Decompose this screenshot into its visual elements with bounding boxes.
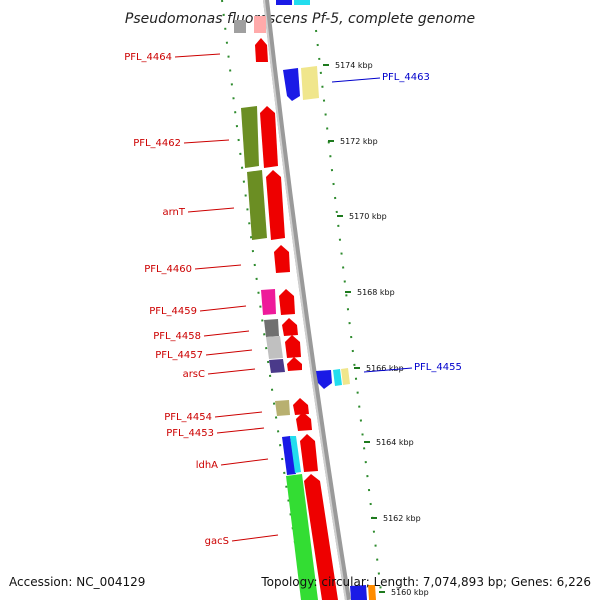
genome-backbone-highlight xyxy=(263,0,347,600)
label-leader-line xyxy=(214,411,263,418)
label-leader-line xyxy=(183,139,230,144)
gene-arrow-pfl4464[interactable] xyxy=(255,38,268,62)
kbp-tick-label: 5166 kbp xyxy=(366,364,404,373)
kbp-tick-label: 5164 kbp xyxy=(376,438,414,447)
gene-block-ldha-b[interactable] xyxy=(290,436,301,473)
gene-block[interactable] xyxy=(254,16,266,33)
gene-arrow-pfl4454[interactable] xyxy=(293,398,309,415)
left-track-guide xyxy=(221,0,305,600)
gene-arrow-pfl4453[interactable] xyxy=(296,412,312,431)
kbp-tick-label: 5170 kbp xyxy=(349,212,387,221)
gene-block-pfl4455-a[interactable] xyxy=(333,369,342,386)
gene-arrow-arsc[interactable] xyxy=(287,357,302,371)
gene-arrow-pfl4460[interactable] xyxy=(274,245,290,273)
label-leader-line xyxy=(220,458,269,466)
gene-label-pfl4460[interactable]: PFL_4460 xyxy=(144,264,192,275)
gene-block-pfl4462-a[interactable] xyxy=(241,106,259,168)
kbp-tick-label: 5162 kbp xyxy=(383,514,421,523)
gene-block[interactable] xyxy=(350,585,367,600)
right-labels: PFL_4463 PFL_4455 xyxy=(382,72,462,373)
label-leader-line xyxy=(203,330,250,337)
gene-block-pfl4454[interactable] xyxy=(275,400,290,416)
gene-arrow-arnt[interactable] xyxy=(266,170,285,240)
gene-arrow-pfl4459[interactable] xyxy=(279,289,295,315)
accession-text: Accession: NC_004129 xyxy=(9,575,145,589)
gene-arrow-ldha[interactable] xyxy=(300,434,318,472)
gene-block-pfl4459[interactable] xyxy=(261,289,276,315)
gene-label-pfl4459[interactable]: PFL_4459 xyxy=(149,306,197,317)
gene-label-gacs[interactable]: gacS xyxy=(205,536,229,547)
gene-label-pfl4453[interactable]: PFL_4453 xyxy=(166,428,214,439)
kbp-tick-label: 5174 kbp xyxy=(335,61,373,70)
gene-label-pfl4455[interactable]: PFL_4455 xyxy=(414,362,462,373)
gene-label-pfl4457[interactable]: PFL_4457 xyxy=(155,350,203,361)
label-leader-line xyxy=(363,367,413,373)
label-leader-line xyxy=(187,207,235,213)
gene-block-pfl4458[interactable] xyxy=(264,319,279,337)
map-title: Pseudomonas fluorescens Pf-5, complete g… xyxy=(125,11,475,27)
kbp-tick-label: 5172 kbp xyxy=(340,137,378,146)
gene-block-pfl4455-b[interactable] xyxy=(341,368,350,385)
right-track-guide xyxy=(315,29,383,600)
gene-label-arsc[interactable]: arsC xyxy=(183,369,205,380)
kbp-scale: 5174 kbp 5172 kbp 5170 kbp 5168 kbp 5166 kbp… xyxy=(323,61,429,597)
gene-label-pfl4462[interactable]: PFL_4462 xyxy=(133,138,181,149)
kbp-tick-label: 5168 kbp xyxy=(357,288,395,297)
left-labels: PFL_4464 PFL_4462 arnT PFL_4460 PFL_4459… xyxy=(124,52,229,547)
gene-arrow-gacs[interactable] xyxy=(304,474,338,600)
label-leader-line xyxy=(216,427,265,434)
gene-label-pfl4463[interactable]: PFL_4463 xyxy=(382,72,430,83)
gene-arrow-pfl4463[interactable] xyxy=(283,68,300,101)
label-leader-line xyxy=(194,264,242,270)
gene-block-gacs[interactable] xyxy=(286,474,318,600)
label-leader-line xyxy=(174,53,221,58)
gene-block-pfl4457[interactable] xyxy=(266,336,283,359)
gene-arrow-pfl4457[interactable] xyxy=(285,335,301,358)
topology-text: Topology: circular; Length: 7,074,893 bp… xyxy=(260,575,591,589)
reverse-gene-track xyxy=(276,0,376,600)
gene-label-ldha[interactable]: ldhA xyxy=(196,460,218,471)
gene-block[interactable] xyxy=(234,20,246,33)
forward-gene-track xyxy=(234,16,338,600)
label-leader-line xyxy=(207,368,256,375)
label-leader-line xyxy=(199,305,247,312)
gene-block-arnt-a[interactable] xyxy=(247,170,267,240)
gene-block[interactable] xyxy=(294,0,310,5)
gene-arrow-pfl4462[interactable] xyxy=(260,106,278,168)
label-leaders xyxy=(174,53,413,542)
label-leader-line xyxy=(205,349,253,356)
genome-backbone xyxy=(263,0,351,600)
label-leader-line xyxy=(231,534,279,542)
gene-block-pfl4463[interactable] xyxy=(301,66,319,100)
gene-block-ldha-a[interactable] xyxy=(282,436,296,475)
gene-label-pfl4458[interactable]: PFL_4458 xyxy=(153,331,201,342)
label-leader-line xyxy=(331,77,381,83)
kbp-tick-label: 5160 kbp xyxy=(391,588,429,597)
gene-label-pfl4464[interactable]: PFL_4464 xyxy=(124,52,172,63)
gene-label-pfl4454[interactable]: PFL_4454 xyxy=(164,412,212,423)
gene-block[interactable] xyxy=(276,0,292,5)
gene-block[interactable] xyxy=(368,585,376,600)
gene-label-arnt[interactable]: arnT xyxy=(162,207,185,218)
gene-block-arsc[interactable] xyxy=(269,359,285,373)
gene-arrow-pfl4455[interactable] xyxy=(316,370,332,389)
gene-arrow-pfl4458[interactable] xyxy=(282,318,298,336)
